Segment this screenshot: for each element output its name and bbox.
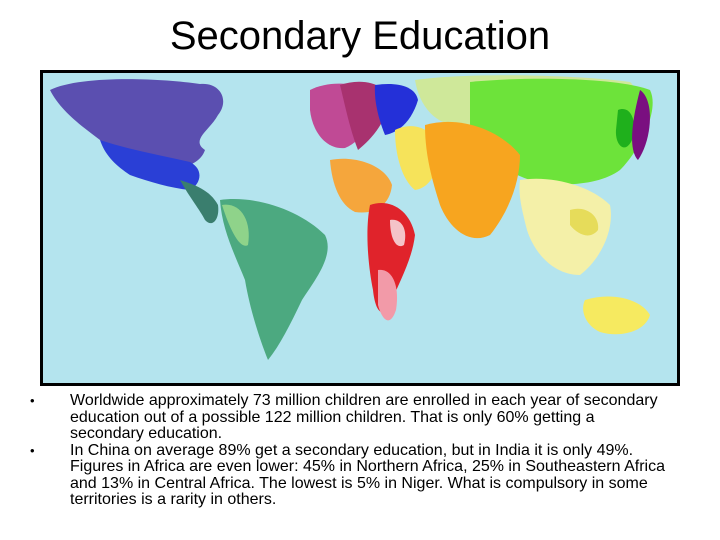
bullet-list: Worldwide approximately 73 million child… — [30, 392, 670, 509]
bullet-item: In China on average 89% get a secondary … — [30, 442, 670, 509]
bullet-item: Worldwide approximately 73 million child… — [30, 392, 670, 443]
slide-title: Secondary Education — [169, 14, 551, 58]
world-cartogram — [40, 70, 680, 386]
